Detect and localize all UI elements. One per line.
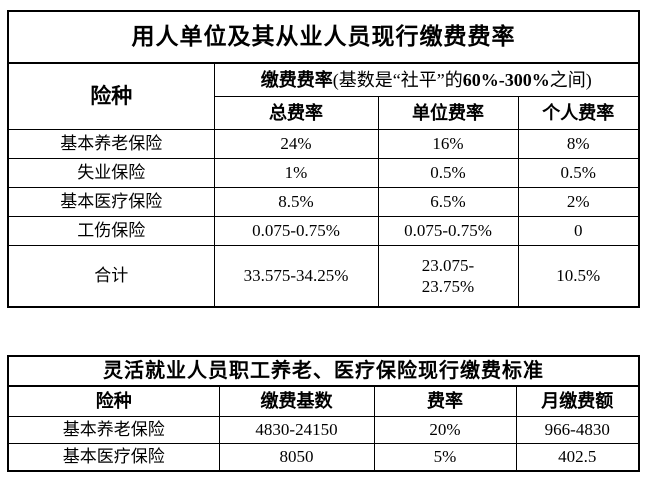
table1-header-row: 险种 缴费费率(基数是“社平”的60%-300%之间) — [7, 62, 640, 130]
payment-base-header: 缴费基数 — [218, 385, 375, 417]
payment-base-cell: 4830-24150 — [218, 416, 375, 444]
table-row-unemployment: 失业保险 1% 0.5% 0.5% — [7, 158, 640, 188]
personal-rate-cell: 0 — [517, 216, 640, 246]
table2-header-row: 险种 缴费基数 费率 月缴费额 — [7, 385, 640, 417]
employer-employee-rate-table: 用人单位及其从业人员现行缴费费率 险种 缴费费率(基数是“社平”的60%-300… — [7, 10, 640, 308]
total-rate-cell: 24% — [213, 129, 379, 159]
insurance-type-cell: 失业保险 — [7, 158, 215, 188]
rate-header-label: 缴费费率 — [260, 69, 333, 90]
personal-rate-cell: 10.5% — [517, 245, 640, 308]
total-rate-header: 总费率 — [213, 96, 379, 130]
monthly-payment-header: 月缴费额 — [515, 385, 640, 417]
rate-header-range: 60%-300% — [462, 69, 550, 90]
monthly-payment-cell: 402.5 — [515, 443, 640, 472]
total-rate-cell: 1% — [213, 158, 379, 188]
total-rate-cell: 8.5% — [213, 187, 379, 217]
table-row-pension: 基本养老保险 4830-24150 20% 966-4830 — [7, 416, 640, 444]
flexible-employment-standard-table: 灵活就业人员职工养老、医疗保险现行缴费标准 险种 缴费基数 费率 月缴费额 基本… — [7, 355, 640, 472]
total-rate-cell: 0.075-0.75% — [213, 216, 379, 246]
table1-title-row: 用人单位及其从业人员现行缴费费率 — [7, 10, 640, 64]
employer-rate-cell: 23.075- 23.75% — [377, 245, 519, 308]
employer-rate-cell: 0.075-0.75% — [377, 216, 519, 246]
employer-rate-cell: 16% — [377, 129, 519, 159]
insurance-type-cell: 基本医疗保险 — [7, 187, 215, 217]
employer-rate-cell: 0.5% — [377, 158, 519, 188]
insurance-type-cell: 基本养老保险 — [7, 129, 215, 159]
insurance-type-cell: 合计 — [7, 245, 215, 308]
table-row-total: 合计 33.575-34.25% 23.075- 23.75% 10.5% — [7, 245, 640, 308]
insurance-type-header: 险种 — [7, 385, 220, 417]
personal-rate-cell: 0.5% — [517, 158, 640, 188]
table-row-work-injury: 工伤保险 0.075-0.75% 0.075-0.75% 0 — [7, 216, 640, 246]
rate-header: 费率 — [373, 385, 517, 417]
total-rate-cell: 33.575-34.25% — [213, 245, 379, 308]
employer-rate-cell: 6.5% — [377, 187, 519, 217]
insurance-type-cell: 基本养老保险 — [7, 416, 220, 444]
payment-base-cell: 8050 — [218, 443, 375, 472]
table1-title: 用人单位及其从业人员现行缴费费率 — [7, 10, 640, 64]
personal-rate-cell: 2% — [517, 187, 640, 217]
rate-header-paren-open: (基数是“社平”的 — [332, 69, 463, 90]
monthly-payment-cell: 966-4830 — [515, 416, 640, 444]
insurance-type-header: 险种 — [7, 62, 215, 130]
insurance-type-cell: 基本医疗保险 — [7, 443, 220, 472]
rate-header-paren-close: 之间) — [549, 69, 592, 90]
table-row-pension: 基本养老保险 24% 16% 8% — [7, 129, 640, 159]
table1-subheader-row: 总费率 单位费率 个人费率 — [8, 96, 640, 130]
table2-title-row: 灵活就业人员职工养老、医疗保险现行缴费标准 — [7, 355, 640, 387]
table-row-medical: 基本医疗保险 8050 5% 402.5 — [7, 443, 640, 472]
table2-title: 灵活就业人员职工养老、医疗保险现行缴费标准 — [7, 355, 640, 387]
insurance-type-cell: 工伤保险 — [7, 216, 215, 246]
personal-rate-header: 个人费率 — [517, 96, 640, 130]
personal-rate-cell: 8% — [517, 129, 640, 159]
employer-rate-header: 单位费率 — [377, 96, 519, 130]
table-row-medical: 基本医疗保险 8.5% 6.5% 2% — [7, 187, 640, 217]
rate-base-header: 缴费费率(基数是“社平”的60%-300%之间) — [213, 62, 640, 97]
rate-cell: 20% — [373, 416, 517, 444]
rate-cell: 5% — [373, 443, 517, 472]
